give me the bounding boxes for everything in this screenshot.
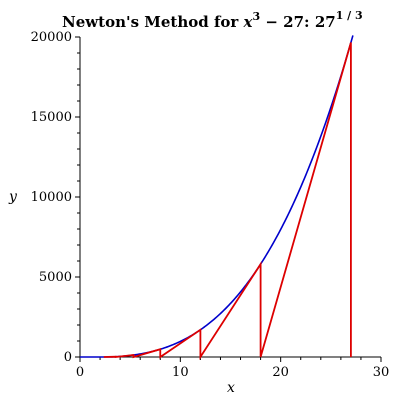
- chart-title: Newton's Method for x3 − 27: 271 / 3: [62, 9, 363, 31]
- title-var: x: [243, 13, 254, 31]
- y-tick-label: 0: [64, 350, 72, 365]
- y-tick-label: 15000: [31, 110, 72, 125]
- y-tick-label: 20000: [31, 30, 72, 45]
- title-var-exponent: 3: [253, 10, 261, 23]
- title-exponent: 1 / 3: [336, 9, 363, 22]
- newton-iteration-path: [103, 42, 352, 361]
- x-tick-label: 20: [272, 365, 289, 380]
- title-minus: − 27:: [260, 13, 315, 31]
- axes: 0 10 20 30 0 5000 10000 15000 20000: [31, 30, 390, 380]
- x-axis-label: x: [227, 380, 235, 396]
- x-tick-label: 30: [373, 365, 390, 380]
- y-tick-label: 5000: [39, 270, 72, 285]
- y-tick-label: 10000: [31, 190, 72, 205]
- x-tick-label: 0: [76, 365, 84, 380]
- title-base: 27: [315, 13, 336, 31]
- y-axis-label: y: [8, 189, 18, 205]
- series: [80, 35, 354, 361]
- title-prefix: Newton's Method for: [62, 13, 244, 31]
- x-tick-label: 10: [172, 365, 189, 380]
- function-curve: [80, 35, 354, 358]
